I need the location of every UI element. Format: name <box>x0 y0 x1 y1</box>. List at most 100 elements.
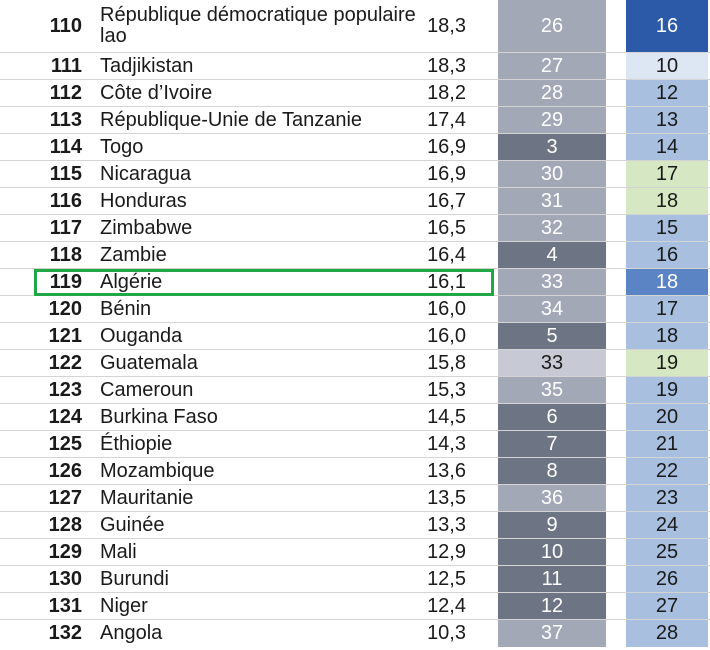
rank-column-2-cell: 10 <box>626 53 708 80</box>
score-cell: 14,3 <box>427 433 466 455</box>
country-cell: Mozambique <box>100 460 215 482</box>
rank-cell: 110 <box>49 15 82 37</box>
score-cell: 16,9 <box>427 163 466 185</box>
table-row: 118 Zambie 16,4 4 16 <box>0 242 710 269</box>
table-row: 113 République-Unie de Tanzanie 17,4 29 13 <box>0 107 710 134</box>
country-cell: Ouganda <box>100 325 183 347</box>
rank-column-1-cell: 12 <box>498 593 606 620</box>
rank-column-2-cell: 14 <box>626 134 708 161</box>
rank-column-1-cell: 34 <box>498 296 606 323</box>
rank-cell: 126 <box>48 460 82 482</box>
table-row: 122 Guatemala 15,8 33 19 <box>0 350 710 377</box>
rank-column-1-cell: 30 <box>498 161 606 188</box>
country-cell: Angola <box>100 622 163 644</box>
country-cell: Zambie <box>100 244 167 266</box>
rank-cell: 124 <box>48 406 82 428</box>
table-row: 128 Guinée 13,3 9 24 <box>0 512 710 539</box>
rank-column-2-cell: 19 <box>626 350 708 377</box>
country-cell: Tadjikistan <box>100 55 194 77</box>
rank-column-2-cell: 24 <box>626 512 708 539</box>
country-cell: République démocratique populaire lao <box>100 4 416 47</box>
score-cell: 16,0 <box>427 298 466 320</box>
score-cell: 13,6 <box>427 460 466 482</box>
score-cell: 14,5 <box>427 406 466 428</box>
rank-column-2-cell: 15 <box>626 215 708 242</box>
rank-column-1-cell: 11 <box>498 566 606 593</box>
country-cell: République-Unie de Tanzanie <box>100 109 363 131</box>
rank-column-1-cell: 35 <box>498 377 606 404</box>
table-row: 115 Nicaragua 16,9 30 17 <box>0 161 710 188</box>
table-row: 111 Tadjikistan 18,3 27 10 <box>0 53 710 80</box>
rank-cell: 119 <box>49 271 82 293</box>
rank-column-1-cell: 33 <box>498 350 606 377</box>
country-cell: Nicaragua <box>100 163 192 185</box>
rank-column-2-cell: 17 <box>626 296 708 323</box>
rank-column-2-cell: 25 <box>626 539 708 566</box>
country-cell: Côte d’Ivoire <box>100 82 213 104</box>
rank-column-1-cell: 26 <box>498 0 606 53</box>
rank-column-1-cell: 37 <box>498 620 606 647</box>
table-row: 110 République démocratique populaire lao… <box>0 0 710 53</box>
rank-column-1-cell: 10 <box>498 539 606 566</box>
country-cell: Cameroun <box>100 379 194 401</box>
table-row: 119 Algérie 16,1 33 18 <box>0 269 710 296</box>
rank-column-1-cell: 9 <box>498 512 606 539</box>
table-row: 126 Mozambique 13,6 8 22 <box>0 458 710 485</box>
score-cell: 16,1 <box>427 271 466 293</box>
score-cell: 12,4 <box>427 595 466 617</box>
score-cell: 15,3 <box>427 379 466 401</box>
highlight-row-box <box>34 269 494 296</box>
score-cell: 13,3 <box>427 514 466 536</box>
score-cell: 18,2 <box>427 82 466 104</box>
rank-column-1-cell: 33 <box>498 269 606 296</box>
country-cell: Zimbabwe <box>100 217 193 239</box>
rank-cell: 118 <box>49 244 82 266</box>
rank-column-2-cell: 22 <box>626 458 708 485</box>
rank-cell: 113 <box>49 109 82 131</box>
rank-column-2-cell: 26 <box>626 566 708 593</box>
rank-column-2-cell: 16 <box>626 242 708 269</box>
country-cell: Burkina Faso <box>100 406 218 428</box>
rank-column-2-cell: 19 <box>626 377 708 404</box>
rank-cell: 128 <box>48 514 82 536</box>
score-cell: 16,0 <box>427 325 466 347</box>
score-cell: 13,5 <box>427 487 466 509</box>
score-cell: 16,4 <box>427 244 466 266</box>
rank-cell: 115 <box>49 163 82 185</box>
score-cell: 16,9 <box>427 136 466 158</box>
country-cell: Mali <box>100 541 137 563</box>
table-row: 116 Honduras 16,7 31 18 <box>0 188 710 215</box>
rank-column-2-cell: 23 <box>626 485 708 512</box>
rank-column-2-cell: 17 <box>626 161 708 188</box>
rank-column-2-cell: 21 <box>626 431 708 458</box>
rank-column-2-cell: 20 <box>626 404 708 431</box>
rank-cell: 123 <box>48 379 82 401</box>
rank-column-2-cell: 18 <box>626 323 708 350</box>
rank-column-1-cell: 28 <box>498 80 606 107</box>
rank-cell: 130 <box>48 568 82 590</box>
rank-cell: 121 <box>48 325 82 347</box>
score-cell: 12,9 <box>427 541 466 563</box>
rank-column-2-cell: 18 <box>626 269 708 296</box>
country-cell: Burundi <box>100 568 169 590</box>
rank-cell: 132 <box>48 622 82 644</box>
rank-column-2-cell: 16 <box>626 0 708 53</box>
table-row: 129 Mali 12,9 10 25 <box>0 539 710 566</box>
rank-cell: 114 <box>49 136 82 158</box>
rank-cell: 127 <box>48 487 82 509</box>
score-cell: 10,3 <box>427 622 466 644</box>
rank-cell: 112 <box>49 82 82 104</box>
table-row: 130 Burundi 12,5 11 26 <box>0 566 710 593</box>
table-row: 112 Côte d’Ivoire 18,2 28 12 <box>0 80 710 107</box>
rank-cell: 125 <box>48 433 82 455</box>
rank-column-2-cell: 12 <box>626 80 708 107</box>
table-row: 131 Niger 12,4 12 27 <box>0 593 710 620</box>
rank-column-2-cell: 13 <box>626 107 708 134</box>
rank-column-2-cell: 28 <box>626 620 708 647</box>
country-cell: Éthiopie <box>100 433 173 455</box>
country-cell: Guatemala <box>100 352 198 374</box>
country-cell: Mauritanie <box>100 487 194 509</box>
rank-cell: 120 <box>48 298 82 320</box>
table-row: 123 Cameroun 15,3 35 19 <box>0 377 710 404</box>
